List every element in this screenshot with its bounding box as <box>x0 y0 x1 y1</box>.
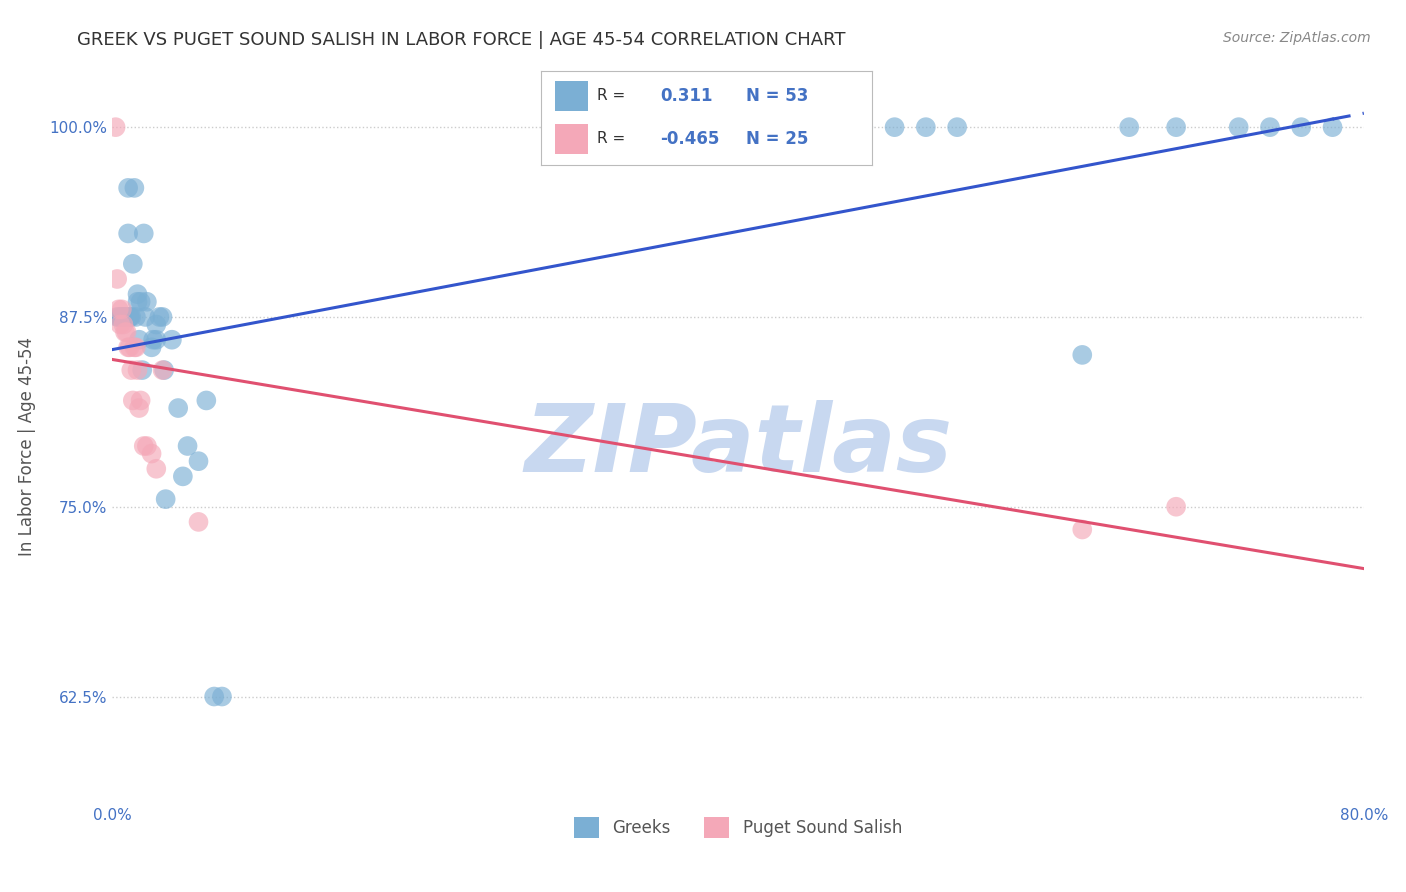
Point <box>117 340 139 354</box>
Text: -0.465: -0.465 <box>661 130 720 148</box>
Bar <box>554 124 588 153</box>
Point <box>120 310 142 324</box>
Point <box>112 318 135 332</box>
Point <box>127 287 149 301</box>
Text: R =: R = <box>598 131 626 146</box>
Point <box>160 333 183 347</box>
Point <box>946 120 969 135</box>
Point <box>1258 120 1281 135</box>
Point <box>127 294 149 309</box>
Point <box>111 310 134 324</box>
Point <box>141 340 163 354</box>
Point <box>915 120 938 135</box>
Point <box>111 310 134 324</box>
Point <box>132 227 155 241</box>
Point <box>167 401 190 415</box>
Point <box>152 363 174 377</box>
Point <box>1227 120 1250 135</box>
Point <box>202 690 225 704</box>
Point <box>124 340 146 354</box>
Point <box>134 310 156 324</box>
Point <box>111 302 134 317</box>
Point <box>110 310 132 324</box>
Point <box>153 363 176 377</box>
Y-axis label: In Labor Force | Age 45-54: In Labor Force | Age 45-54 <box>18 336 35 556</box>
Point <box>1291 120 1313 135</box>
Text: N = 25: N = 25 <box>747 130 808 148</box>
Point <box>132 439 155 453</box>
Point <box>118 310 141 324</box>
Point <box>883 120 905 135</box>
Point <box>1118 120 1140 135</box>
Point <box>176 439 198 453</box>
Text: R =: R = <box>598 88 626 103</box>
Point <box>118 340 141 354</box>
Point <box>128 401 150 415</box>
Point <box>127 363 149 377</box>
Legend: Greeks, Puget Sound Salish: Greeks, Puget Sound Salish <box>568 811 908 845</box>
Point <box>125 340 148 354</box>
Point <box>142 333 165 347</box>
Point <box>852 120 875 135</box>
Point <box>148 310 170 324</box>
Point <box>195 393 218 408</box>
Point <box>114 310 136 324</box>
Point <box>120 363 142 377</box>
Point <box>117 227 139 241</box>
Point <box>112 310 135 324</box>
Text: 0.311: 0.311 <box>661 87 713 104</box>
Point <box>141 447 163 461</box>
Point <box>121 257 143 271</box>
Point <box>107 302 129 317</box>
Point <box>128 333 150 347</box>
Point <box>105 272 128 286</box>
Point <box>135 294 157 309</box>
Point <box>155 492 177 507</box>
Text: Source: ZipAtlas.com: Source: ZipAtlas.com <box>1223 31 1371 45</box>
Point <box>124 181 146 195</box>
Point <box>121 393 143 408</box>
Point <box>118 310 141 324</box>
Point <box>105 310 128 324</box>
Point <box>114 325 136 339</box>
Point <box>145 462 167 476</box>
Point <box>104 120 127 135</box>
Point <box>107 310 129 324</box>
Bar <box>554 81 588 111</box>
Point <box>117 181 139 195</box>
Point <box>1166 120 1188 135</box>
Point <box>187 515 209 529</box>
Point <box>1071 523 1094 537</box>
Point <box>145 318 167 332</box>
Point <box>1322 120 1344 135</box>
Point <box>1166 500 1188 514</box>
Point <box>187 454 209 468</box>
Point <box>115 325 138 339</box>
Point <box>129 294 152 309</box>
Point <box>135 439 157 453</box>
Point <box>145 333 167 347</box>
Point <box>125 310 148 324</box>
Text: ZIPatlas: ZIPatlas <box>524 400 952 492</box>
Point <box>115 310 138 324</box>
Point <box>129 393 152 408</box>
Point <box>172 469 194 483</box>
Point <box>110 318 132 332</box>
Point <box>211 690 233 704</box>
Point <box>152 310 174 324</box>
Point <box>1071 348 1094 362</box>
Text: GREEK VS PUGET SOUND SALISH IN LABOR FORCE | AGE 45-54 CORRELATION CHART: GREEK VS PUGET SOUND SALISH IN LABOR FOR… <box>77 31 846 49</box>
Text: N = 53: N = 53 <box>747 87 808 104</box>
Point <box>131 363 153 377</box>
Point <box>114 310 136 324</box>
Point <box>112 310 135 324</box>
